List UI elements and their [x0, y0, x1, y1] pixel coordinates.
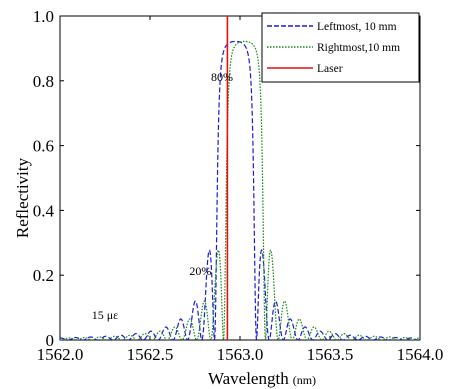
- legend-label-rightmost: Rightmost,10 mm: [317, 42, 400, 54]
- y-tick-label: 0.4: [33, 201, 55, 220]
- legend: Leftmost, 10 mm Rightmost,10 mm Laser: [261, 12, 420, 83]
- y-axis-title: Reflectivity: [13, 157, 32, 238]
- y-tick-label: 0.8: [33, 72, 54, 91]
- x-tick-label: 1564.0: [397, 345, 444, 364]
- annotations: 80% 20% 15 με: [92, 70, 233, 322]
- legend-label-laser: Laser: [317, 63, 343, 75]
- tick-labels: 1562.0 1562.5 1563.0 1563.5 1564.0 0 0.2 0.4 0.6…: [33, 7, 444, 364]
- legend-label-leftmost: Leftmost, 10 mm: [317, 21, 397, 33]
- x-tick-label: 1562.5: [127, 345, 174, 364]
- x-tick-label: 1563.5: [307, 345, 354, 364]
- x-tick-label: 1563.0: [217, 345, 264, 364]
- y-tick-label: 0: [46, 331, 55, 350]
- y-tick-label: 1.0: [33, 7, 54, 26]
- annotation-label: 80%: [211, 70, 233, 84]
- curves: [60, 16, 420, 340]
- annotation-label: 20%: [189, 264, 211, 278]
- series-line-leftmost: [60, 40, 420, 340]
- x-axis-title: Wavelength (nm): [208, 369, 316, 388]
- y-tick-label: 0.6: [33, 137, 54, 156]
- series-line-rightmost: [60, 40, 420, 340]
- y-tick-label: 0.2: [33, 266, 54, 285]
- annotation-label: 15 με: [92, 308, 118, 322]
- x-tick-label: 1562.0: [37, 345, 84, 364]
